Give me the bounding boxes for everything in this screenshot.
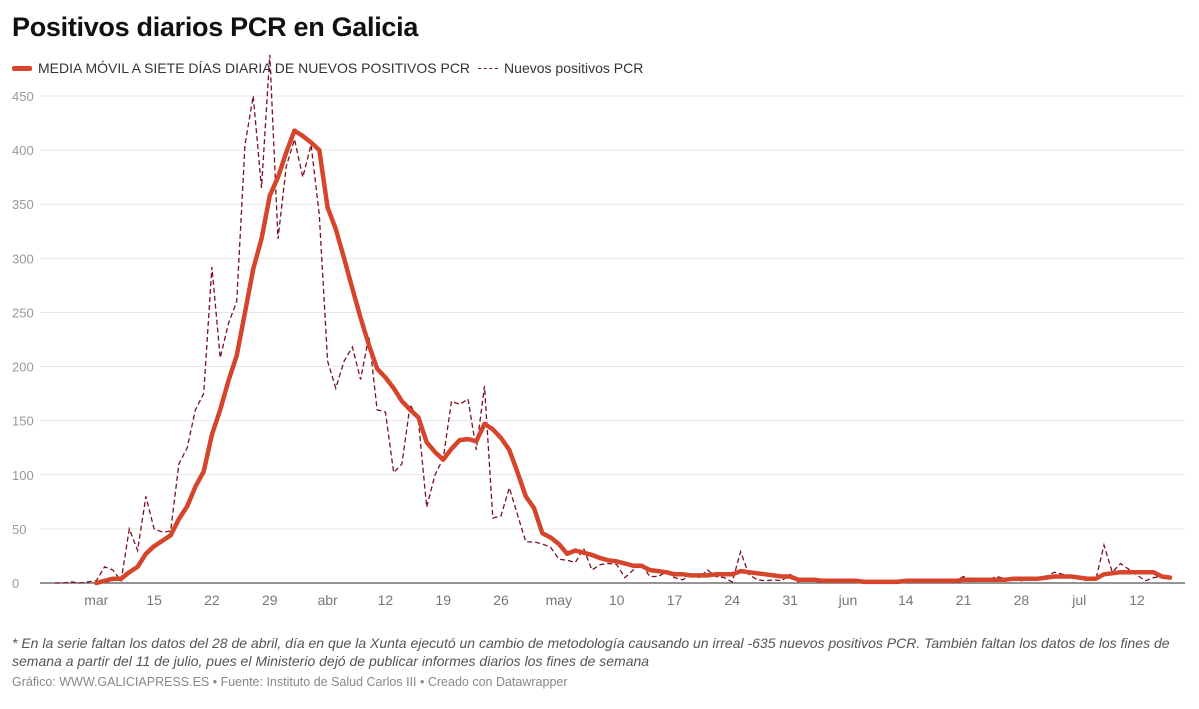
x-tick-label: 26 [493,592,509,608]
legend-swatch-dashed-line [478,67,499,69]
y-tick-label: 400 [12,143,34,158]
x-tick-label: 14 [898,592,914,608]
x-tick-label: jun [838,592,858,608]
x-tick-label: 17 [667,592,683,608]
x-tick-label: 29 [262,592,278,608]
x-tick-label: 24 [725,592,741,608]
chart-title: Positivos diarios PCR en Galicia [12,12,419,42]
x-tick-label: 10 [609,592,625,608]
x-tick-label: 19 [435,592,451,608]
x-tick-label: mar [84,592,108,608]
legend-label: MEDIA MÓVIL A SIETE DÍAS DIARIA DE NUEVO… [38,60,471,76]
legend-label: Nuevos positivos PCR [504,60,644,76]
legend-item-daily: Nuevos positivos PCR [478,60,643,76]
x-tick-label: jul [1071,592,1086,608]
y-tick-label: 250 [12,305,34,320]
footnote: * En la serie faltan los datos del 28 de… [12,635,1170,669]
y-tick-label: 200 [12,360,34,375]
legend: MEDIA MÓVIL A SIETE DÍAS DIARIA DE NUEVO… [12,60,651,76]
credits: Gráfico: WWW.GALICIAPRESS.ES • Fuente: I… [12,675,568,689]
legend-swatch-solid-line [12,65,32,71]
legend-item-moving-average: MEDIA MÓVIL A SIETE DÍAS DIARIA DE NUEVO… [12,60,470,76]
x-tick-label: may [546,592,572,608]
x-tick-label: 15 [146,592,162,608]
daily-positives-line [55,54,1171,584]
y-tick-label: 350 [12,197,34,212]
x-tick-label: 22 [204,592,220,608]
x-tick-label: 12 [378,592,394,608]
y-tick-label: 0 [12,576,19,591]
moving-average-line [94,128,1173,586]
y-tick-label: 150 [12,414,34,429]
x-tick-label: 12 [1129,592,1145,608]
x-tick-label: 21 [956,592,972,608]
y-tick-label: 50 [12,522,26,537]
x-tick-label: 28 [1014,592,1030,608]
y-tick-label: 100 [12,468,34,483]
x-tick-label: abr [317,592,338,608]
y-tick-label: 450 [12,89,34,104]
x-tick-label: 31 [782,592,798,608]
y-tick-label: 300 [12,251,34,266]
